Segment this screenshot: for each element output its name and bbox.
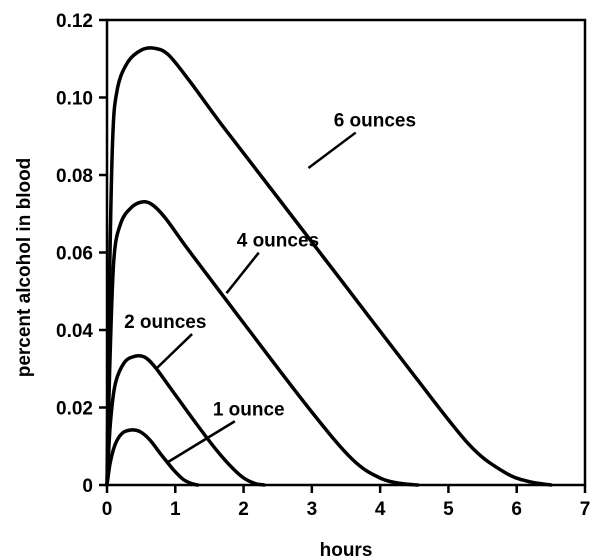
y-axis-title: percent alcohol in blood <box>14 158 35 378</box>
x-tick-label: 6 <box>511 499 522 520</box>
series-label-4: 6 ounces <box>334 111 416 132</box>
x-tick-label: 0 <box>102 499 113 520</box>
x-tick-label: 4 <box>375 499 386 520</box>
x-ticks: 0 1 2 3 4 5 6 7 <box>102 485 591 520</box>
series-label-3: 4 ounces <box>237 231 319 252</box>
x-tick-label: 3 <box>307 499 318 520</box>
y-tick-label: 0.02 <box>56 399 93 420</box>
series-leader-4 <box>307 131 357 170</box>
x-tick-label: 1 <box>170 499 181 520</box>
x-tick-label: 7 <box>580 499 591 520</box>
series-label-2: 2 ounces <box>124 312 206 333</box>
y-tick-label: 0 <box>82 476 93 497</box>
x-tick-label: 5 <box>443 499 454 520</box>
series-leader-3 <box>225 251 260 294</box>
series-leader-2 <box>155 333 193 370</box>
y-ticks: 0 0.02 0.04 0.06 0.08 0.10 0.12 <box>56 11 107 497</box>
axes <box>105 18 587 487</box>
series-leader-1 <box>167 420 236 463</box>
series-curve-1 <box>105 428 200 487</box>
y-tick-label: 0.10 <box>56 89 93 110</box>
axis-frame <box>105 18 587 487</box>
series-labels: 1 ounce 2 ounces 4 ounces 6 ounces <box>124 111 416 463</box>
y-tick-label: 0.08 <box>56 166 93 187</box>
x-tick-label: 2 <box>238 499 249 520</box>
series-label-1: 1 ounce <box>213 399 285 420</box>
y-tick-label: 0.04 <box>56 321 93 342</box>
x-axis-title: hours <box>320 540 373 560</box>
series-curve-2 <box>105 353 266 487</box>
y-tick-label: 0.06 <box>56 244 93 265</box>
series-curves <box>105 46 553 487</box>
y-tick-label: 0.12 <box>56 11 93 32</box>
series-curve-4 <box>105 46 553 487</box>
series-curve-3 <box>105 200 420 487</box>
